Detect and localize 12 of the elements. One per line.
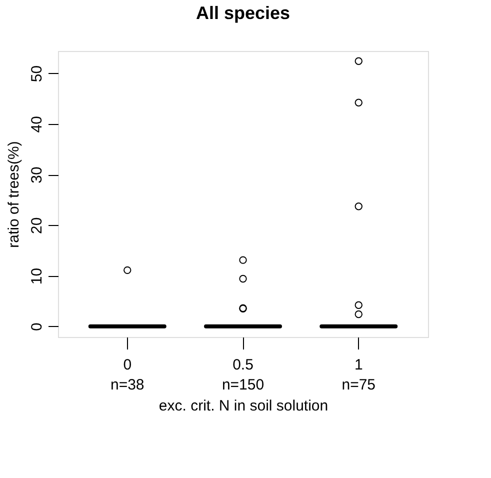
x-tick-label: 0.5 n=150 <box>222 356 264 394</box>
y-axis-title: ratio of trees(%) <box>6 141 22 248</box>
y-tick-label: 20 <box>28 217 46 234</box>
y-tick-label: 50 <box>28 65 46 82</box>
chart-title: All species <box>196 3 290 23</box>
y-tick-label: 40 <box>28 116 46 133</box>
x-axis-title: exc. crit. N in soil solution <box>158 398 328 414</box>
y-tick-label: 30 <box>28 166 46 184</box>
x-tick-label: 0 n=38 <box>110 356 144 394</box>
y-tick-label: 0 <box>28 322 46 332</box>
y-tick-label: 10 <box>28 268 46 285</box>
x-tick-label: 1 n=75 <box>342 356 376 394</box>
